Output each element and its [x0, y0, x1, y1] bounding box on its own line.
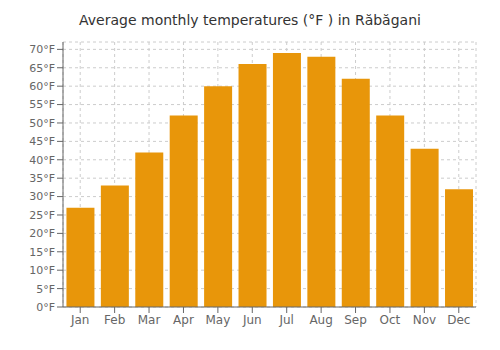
- svg-text:Mar: Mar: [138, 313, 161, 327]
- svg-text:25°F: 25°F: [29, 209, 55, 222]
- html-text:Average monthly temperatures (: Average monthly temperatures (°F ) in Ră…: [79, 12, 421, 28]
- svg-text:Feb: Feb: [104, 313, 125, 327]
- svg-text:5°F: 5°F: [36, 283, 55, 296]
- svg-text:May: May: [205, 313, 230, 327]
- svg-text:Sep: Sep: [344, 313, 367, 327]
- svg-text:20°F: 20°F: [29, 227, 55, 240]
- svg-text:Jun: Jun: [242, 313, 262, 327]
- svg-text:70°F: 70°F: [29, 43, 55, 56]
- svg-text:0°F: 0°F: [36, 301, 55, 314]
- svg-text:Jul: Jul: [278, 313, 293, 327]
- svg-text:55°F: 55°F: [29, 98, 55, 111]
- svg-text:Apr: Apr: [173, 313, 194, 327]
- svg-text:35°F: 35°F: [29, 172, 55, 185]
- svg-text:30°F: 30°F: [29, 190, 55, 203]
- svg-text:40°F: 40°F: [29, 154, 55, 167]
- svg-text:Dec: Dec: [447, 313, 470, 327]
- svg-text:10°F: 10°F: [29, 264, 55, 277]
- svg-text:60°F: 60°F: [29, 80, 55, 93]
- svg-text:Nov: Nov: [413, 313, 436, 327]
- svg-text:15°F: 15°F: [29, 246, 55, 259]
- svg-text:45°F: 45°F: [29, 135, 55, 148]
- svg-text:50°F: 50°F: [29, 117, 55, 130]
- svg-text:65°F: 65°F: [29, 62, 55, 75]
- svg-text:Jan: Jan: [70, 313, 90, 327]
- svg-text:Oct: Oct: [380, 313, 401, 327]
- svg-text:Aug: Aug: [309, 313, 332, 327]
